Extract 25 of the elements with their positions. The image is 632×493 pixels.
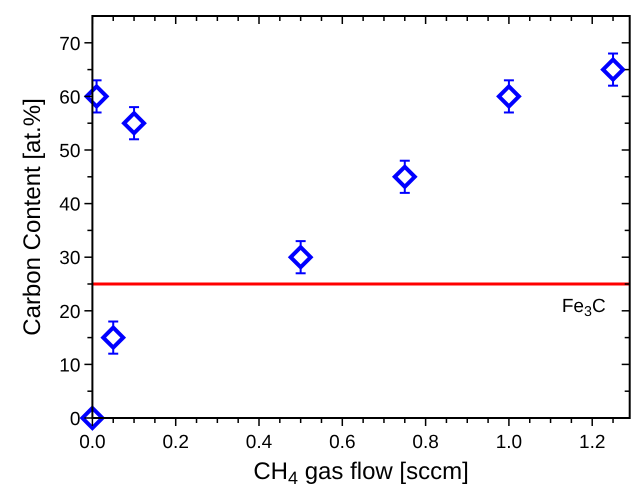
y-tick-label: 10 bbox=[59, 355, 80, 376]
point bbox=[392, 164, 417, 189]
x-tick-label: 0.8 bbox=[412, 432, 439, 453]
x-tick-label: 0.6 bbox=[329, 432, 356, 453]
x-tick-label: 0.4 bbox=[246, 432, 273, 453]
x-tick-label: 1.2 bbox=[579, 432, 606, 453]
y-axis-title: Carbon Content [at.%] bbox=[19, 98, 46, 336]
point bbox=[84, 84, 109, 108]
point bbox=[601, 58, 626, 82]
x-tick-label: 0.2 bbox=[162, 432, 189, 453]
ref-line-label: Fe$_{3}$C bbox=[562, 296, 606, 320]
y-tick-label: 70 bbox=[59, 34, 80, 55]
point bbox=[101, 326, 126, 350]
y-tick-label: 30 bbox=[59, 248, 80, 270]
point bbox=[496, 84, 521, 108]
y-tick-label: 20 bbox=[59, 302, 80, 323]
x-tick-label: 1.0 bbox=[496, 432, 522, 453]
y-tick-label: 50 bbox=[59, 141, 80, 162]
y-tick-label: 40 bbox=[59, 194, 80, 216]
point bbox=[288, 245, 313, 270]
y-tick-label: 60 bbox=[59, 87, 80, 108]
y-tick-label: 0 bbox=[70, 409, 80, 430]
point bbox=[122, 111, 146, 136]
x-tick-label: 0.0 bbox=[79, 432, 106, 453]
x-axis-title: CH$_{4}$ gas flow [sccm] bbox=[253, 458, 469, 488]
